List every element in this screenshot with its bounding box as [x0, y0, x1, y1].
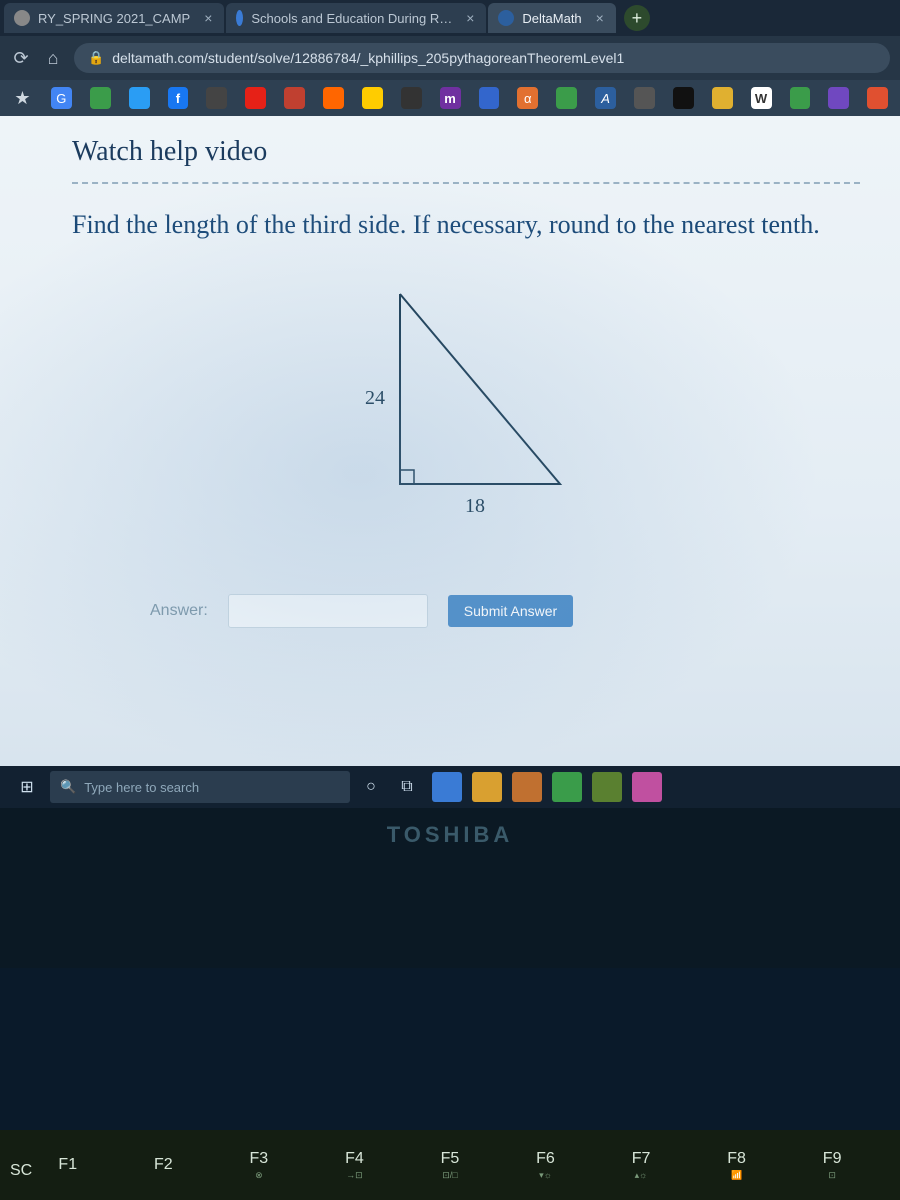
favicon [14, 10, 30, 26]
search-placeholder: Type here to search [84, 780, 199, 795]
f4-key: F4→⊡ [324, 1150, 384, 1181]
answer-input[interactable] [228, 594, 428, 628]
laptop-bezel: TOSHIBA [0, 808, 900, 968]
tab-2[interactable]: Schools and Education During R… × [226, 3, 486, 33]
bookmark-icon[interactable] [673, 87, 694, 109]
question-prompt: Find the length of the third side. If ne… [0, 206, 900, 244]
bookmark-icon[interactable] [90, 87, 111, 109]
answer-row: Answer: Submit Answer [150, 594, 900, 628]
bookmark-icon[interactable] [284, 87, 305, 109]
bookmark-icon[interactable] [206, 87, 227, 109]
close-icon[interactable]: × [204, 10, 212, 26]
esc-key: SC [10, 1162, 32, 1180]
tab-1[interactable]: RY_SPRING 2021_CAMP × [4, 3, 224, 33]
lock-icon: 🔒 [88, 50, 104, 66]
url-input[interactable]: 🔒 deltamath.com/student/solve/12886784/_… [74, 43, 890, 73]
f6-key: F6▾☼ [516, 1150, 576, 1181]
home-icon[interactable]: ⌂ [42, 48, 64, 69]
taskbar-app-icon[interactable] [432, 772, 462, 802]
laptop-brand: TOSHIBA [0, 808, 900, 848]
bookmark-icon[interactable] [790, 87, 811, 109]
bookmark-icon[interactable] [479, 87, 500, 109]
answer-label: Answer: [150, 602, 208, 620]
taskbar-app-icon[interactable] [472, 772, 502, 802]
browser-tab-strip: RY_SPRING 2021_CAMP × Schools and Educat… [0, 0, 900, 36]
favicon [498, 10, 514, 26]
tab-label: Schools and Education During R… [251, 11, 452, 26]
watch-help-link[interactable]: Watch help video [0, 116, 900, 182]
f2-key: F2 [133, 1156, 193, 1174]
close-icon[interactable]: × [596, 10, 604, 26]
tab-label: DeltaMath [522, 11, 581, 26]
start-button[interactable]: ⊞ [10, 770, 44, 804]
bookmark-icon[interactable]: A [595, 87, 616, 109]
taskbar-app-icon[interactable] [592, 772, 622, 802]
taskbar-search[interactable]: 🔍 Type here to search [50, 771, 350, 803]
cortana-icon[interactable]: ○ [356, 778, 386, 796]
address-bar: ⟳ ⌂ 🔒 deltamath.com/student/solve/128867… [0, 36, 900, 80]
search-icon: 🔍 [60, 779, 76, 795]
windows-taskbar: ⊞ 🔍 Type here to search ○ ⧉ [0, 766, 900, 808]
bookmark-icon[interactable] [867, 87, 888, 109]
bookmark-icon[interactable] [828, 87, 849, 109]
bookmark-icon[interactable]: G [51, 87, 72, 109]
bookmark-icon[interactable] [401, 87, 422, 109]
taskbar-app-icon[interactable] [552, 772, 582, 802]
bookmark-icon[interactable] [362, 87, 383, 109]
bookmark-icon[interactable]: f [168, 87, 189, 109]
bookmark-icon[interactable] [712, 87, 733, 109]
bookmark-icon[interactable]: W [751, 87, 772, 109]
bookmark-icon[interactable] [129, 87, 150, 109]
tab-label: RY_SPRING 2021_CAMP [38, 11, 190, 26]
f9-key: F9⊡ [802, 1150, 862, 1181]
page-content: Watch help video Find the length of the … [0, 116, 900, 766]
bookmark-icon[interactable] [323, 87, 344, 109]
bookmark-icon[interactable] [245, 87, 266, 109]
f5-key: F5⊡/□ [420, 1150, 480, 1181]
triangle-figure: 24 18 [310, 274, 590, 534]
bookmark-icon[interactable] [556, 87, 577, 109]
favicon [236, 10, 243, 26]
close-icon[interactable]: × [466, 10, 474, 26]
reload-icon[interactable]: ⟳ [10, 48, 32, 69]
f3-key: F3⊗ [229, 1150, 289, 1181]
bookmark-icon[interactable] [634, 87, 655, 109]
f1-key: F1 [38, 1156, 98, 1174]
taskbar-app-icon[interactable] [632, 772, 662, 802]
star-icon[interactable]: ★ [12, 88, 33, 109]
url-text: deltamath.com/student/solve/12886784/_kp… [112, 50, 624, 66]
bookmark-icon[interactable]: m [440, 87, 461, 109]
divider [72, 182, 860, 184]
side-label-vertical: 24 [365, 387, 385, 409]
bookmarks-bar: ★ G f m α A W [0, 80, 900, 116]
f7-key: F7▴☼ [611, 1150, 671, 1181]
taskview-icon[interactable]: ⧉ [392, 778, 422, 796]
figure-wrap: 24 18 [0, 274, 900, 534]
new-tab-button[interactable]: + [624, 5, 650, 31]
bookmark-icon[interactable]: α [517, 87, 538, 109]
tab-3-active[interactable]: DeltaMath × [488, 3, 615, 33]
side-label-horizontal: 18 [465, 495, 485, 517]
f8-key: F8📶 [707, 1150, 767, 1181]
submit-button[interactable]: Submit Answer [448, 595, 573, 627]
keyboard-fn-row: SC F1 F2 F3⊗ F4→⊡ F5⊡/□ F6▾☼ F7▴☼ F8📶 F9… [0, 1130, 900, 1200]
taskbar-app-icon[interactable] [512, 772, 542, 802]
